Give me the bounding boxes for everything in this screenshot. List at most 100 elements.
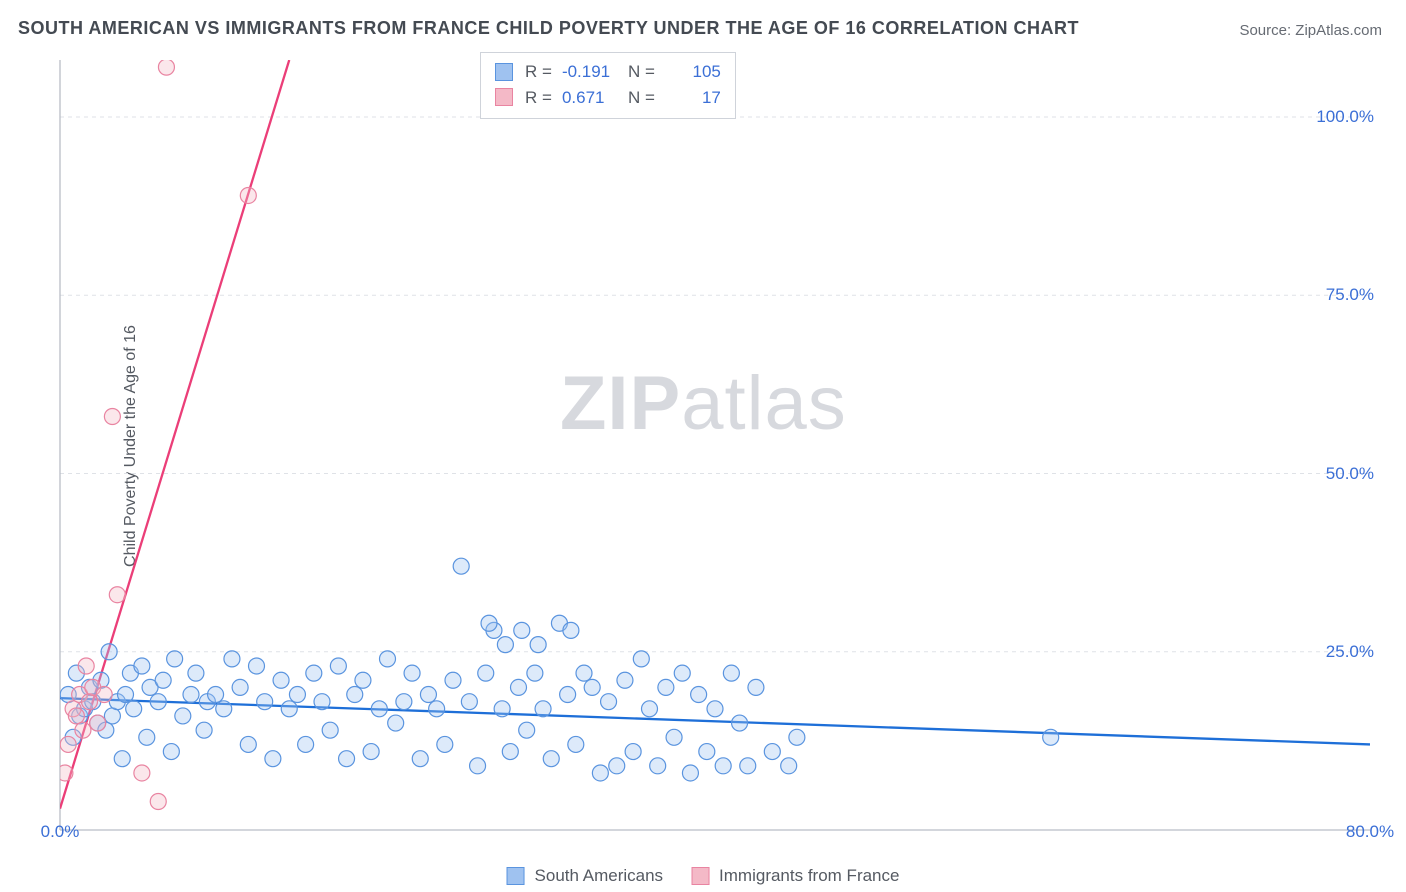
- scatter-point: [609, 758, 625, 774]
- scatter-point: [781, 758, 797, 774]
- legend-swatch: [495, 63, 513, 81]
- scatter-point: [560, 687, 576, 703]
- scatter-point: [306, 665, 322, 681]
- scatter-point: [691, 687, 707, 703]
- scatter-point: [715, 758, 731, 774]
- scatter-point: [155, 672, 171, 688]
- scatter-point: [196, 722, 212, 738]
- scatter-point: [470, 758, 486, 774]
- scatter-point: [650, 758, 666, 774]
- stats-row: R =-0.191N =105: [495, 59, 721, 85]
- scatter-point: [535, 701, 551, 717]
- scatter-point: [60, 736, 76, 752]
- scatter-point: [497, 637, 513, 653]
- scatter-point: [682, 765, 698, 781]
- scatter-point: [412, 751, 428, 767]
- scatter-point: [289, 687, 305, 703]
- legend: South Americans Immigrants from France: [507, 866, 900, 886]
- x-tick-label: 0.0%: [41, 822, 80, 842]
- scatter-point: [126, 701, 142, 717]
- scatter-point: [592, 765, 608, 781]
- scatter-point: [322, 722, 338, 738]
- scatter-point: [249, 658, 265, 674]
- scatter-point: [494, 701, 510, 717]
- scatter-point: [511, 679, 527, 695]
- scatter-point: [150, 694, 166, 710]
- n-value: 17: [665, 85, 721, 111]
- scatter-point: [314, 694, 330, 710]
- scatter-point: [789, 729, 805, 745]
- scatter-point: [330, 658, 346, 674]
- scatter-point: [273, 672, 289, 688]
- scatter-point: [576, 665, 592, 681]
- scatter-point: [114, 751, 130, 767]
- scatter-point: [404, 665, 420, 681]
- legend-swatch: [507, 867, 525, 885]
- scatter-point: [57, 765, 73, 781]
- scatter-point: [658, 679, 674, 695]
- scatter-chart-svg: [50, 50, 1390, 850]
- legend-label: Immigrants from France: [719, 866, 899, 886]
- scatter-point: [568, 736, 584, 752]
- scatter-point: [748, 679, 764, 695]
- scatter-point: [429, 701, 445, 717]
- scatter-point: [339, 751, 355, 767]
- scatter-point: [240, 736, 256, 752]
- scatter-point: [355, 672, 371, 688]
- scatter-point: [90, 715, 106, 731]
- r-label: R =: [525, 85, 552, 111]
- scatter-point: [175, 708, 191, 724]
- scatter-point: [78, 658, 94, 674]
- scatter-point: [530, 637, 546, 653]
- scatter-point: [158, 59, 174, 75]
- scatter-point: [81, 694, 97, 710]
- scatter-point: [674, 665, 690, 681]
- scatter-point: [617, 672, 633, 688]
- scatter-point: [216, 701, 232, 717]
- scatter-point: [601, 694, 617, 710]
- scatter-point: [732, 715, 748, 731]
- scatter-point: [764, 744, 780, 760]
- scatter-point: [699, 744, 715, 760]
- scatter-point: [134, 658, 150, 674]
- scatter-point: [167, 651, 183, 667]
- scatter-point: [150, 793, 166, 809]
- y-tick-label: 75.0%: [1326, 285, 1374, 305]
- scatter-point: [257, 694, 273, 710]
- r-value: -0.191: [562, 59, 618, 85]
- scatter-point: [109, 587, 125, 603]
- scatter-point: [481, 615, 497, 631]
- scatter-point: [584, 679, 600, 695]
- scatter-point: [642, 701, 658, 717]
- scatter-point: [363, 744, 379, 760]
- scatter-point: [75, 722, 91, 738]
- scatter-point: [96, 687, 112, 703]
- source-label: Source: ZipAtlas.com: [1239, 22, 1382, 39]
- scatter-point: [68, 708, 84, 724]
- scatter-point: [208, 687, 224, 703]
- scatter-point: [101, 644, 117, 660]
- scatter-point: [514, 622, 530, 638]
- y-tick-label: 25.0%: [1326, 642, 1374, 662]
- chart-plot-area: 25.0%50.0%75.0%100.0%0.0%80.0%: [50, 50, 1390, 850]
- scatter-point: [740, 758, 756, 774]
- scatter-point: [134, 765, 150, 781]
- scatter-point: [265, 751, 281, 767]
- scatter-point: [437, 736, 453, 752]
- legend-item: South Americans: [507, 866, 664, 886]
- scatter-point: [563, 622, 579, 638]
- y-tick-label: 50.0%: [1326, 464, 1374, 484]
- page-title: SOUTH AMERICAN VS IMMIGRANTS FROM FRANCE…: [18, 18, 1079, 39]
- scatter-point: [183, 687, 199, 703]
- legend-swatch: [691, 867, 709, 885]
- scatter-point: [224, 651, 240, 667]
- scatter-point: [625, 744, 641, 760]
- scatter-point: [188, 665, 204, 681]
- scatter-point: [445, 672, 461, 688]
- scatter-point: [519, 722, 535, 738]
- scatter-point: [461, 694, 477, 710]
- scatter-point: [1043, 729, 1059, 745]
- scatter-point: [104, 708, 120, 724]
- scatter-point: [347, 687, 363, 703]
- scatter-point: [396, 694, 412, 710]
